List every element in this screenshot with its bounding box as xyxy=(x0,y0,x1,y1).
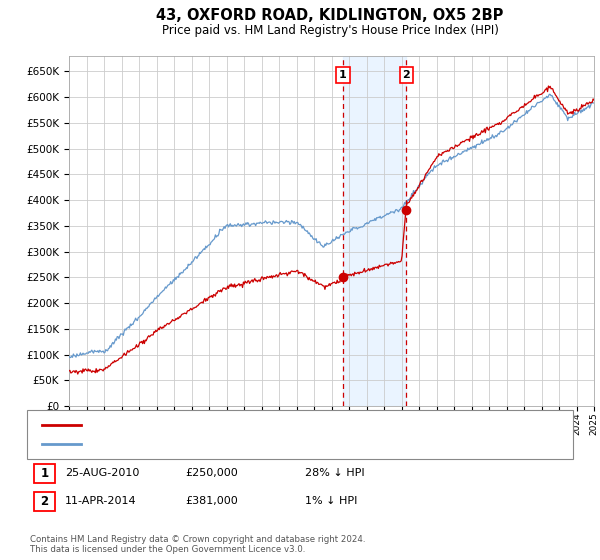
Text: 1: 1 xyxy=(40,466,49,480)
Text: 43, OXFORD ROAD, KIDLINGTON, OX5 2BP (detached house): 43, OXFORD ROAD, KIDLINGTON, OX5 2BP (de… xyxy=(90,421,404,430)
Text: 43, OXFORD ROAD, KIDLINGTON, OX5 2BP: 43, OXFORD ROAD, KIDLINGTON, OX5 2BP xyxy=(157,8,503,24)
Text: HPI: Average price, detached house, Cherwell: HPI: Average price, detached house, Cher… xyxy=(90,440,329,449)
Text: 1% ↓ HPI: 1% ↓ HPI xyxy=(305,496,357,506)
Bar xyxy=(343,56,406,406)
Text: 11-APR-2014: 11-APR-2014 xyxy=(65,496,136,506)
Text: 1: 1 xyxy=(339,70,347,80)
Text: 2: 2 xyxy=(40,494,49,508)
Text: 25-AUG-2010: 25-AUG-2010 xyxy=(65,468,139,478)
Text: £250,000: £250,000 xyxy=(185,468,238,478)
Text: Price paid vs. HM Land Registry's House Price Index (HPI): Price paid vs. HM Land Registry's House … xyxy=(161,24,499,36)
Text: Contains HM Land Registry data © Crown copyright and database right 2024.
This d: Contains HM Land Registry data © Crown c… xyxy=(30,535,365,554)
Text: £381,000: £381,000 xyxy=(185,496,238,506)
Text: 2: 2 xyxy=(403,70,410,80)
Text: 28% ↓ HPI: 28% ↓ HPI xyxy=(305,468,364,478)
